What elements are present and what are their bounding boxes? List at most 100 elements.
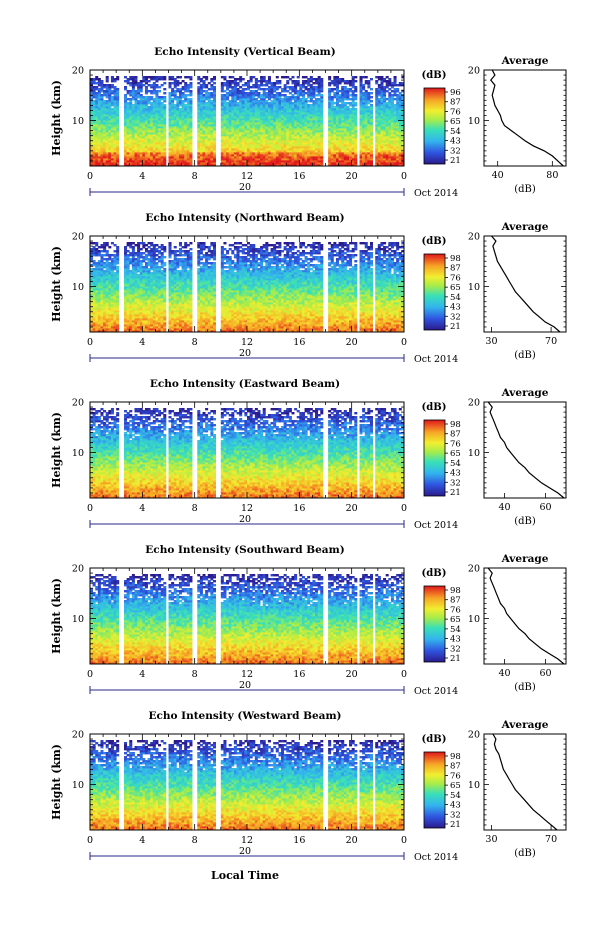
heatmap-cell	[203, 76, 206, 78]
heatmap-cell	[354, 80, 357, 82]
heatmap-cell	[163, 88, 166, 90]
heatmap-cell	[150, 90, 153, 92]
heatmap-cell	[221, 94, 224, 96]
heatmap-cell	[388, 78, 391, 80]
heatmap-cell	[226, 102, 229, 104]
heatmap-cell	[108, 262, 111, 264]
heatmap-cell	[394, 104, 397, 106]
heatmap-cell	[333, 76, 336, 78]
heatmap-cell	[281, 94, 284, 96]
heatmap-cell	[187, 76, 190, 78]
heatmap-cell	[291, 80, 294, 82]
heatmap-cell	[129, 82, 132, 84]
heatmap-cell	[142, 84, 145, 86]
heatmap-cell	[161, 84, 164, 86]
x-tick-label: 12	[241, 171, 253, 182]
heatmap-cell	[328, 76, 331, 78]
heatmap-cell	[365, 76, 368, 78]
heatmap-cell	[286, 76, 289, 78]
heatmap-cell	[100, 250, 103, 252]
x-tick-label: 20	[346, 171, 358, 182]
heatmap-cell	[365, 80, 368, 82]
heatmap-cell	[95, 82, 98, 84]
heatmap-cell	[98, 260, 101, 262]
heatmap-cell	[210, 100, 213, 102]
heatmap-cell	[305, 92, 308, 94]
heatmap-cell	[252, 90, 255, 92]
heatmap-cell	[312, 82, 315, 84]
heatmap-cell	[310, 84, 313, 86]
heatmap-cell	[95, 92, 98, 94]
panel-title: Echo Intensity (Vertical Beam)	[154, 46, 335, 58]
heatmap-cell	[229, 80, 232, 82]
heatmap-cell	[108, 246, 111, 248]
heatmap-cell	[375, 88, 378, 90]
colorbar	[424, 88, 445, 164]
heatmap-cell	[231, 80, 234, 82]
heatmap-cell	[386, 76, 389, 78]
heatmap-cell	[140, 80, 143, 82]
x-tick-label: 0	[401, 171, 407, 182]
heatmap-cell	[205, 90, 208, 92]
heatmap-cell	[349, 108, 352, 110]
heatmap-cell	[268, 76, 271, 78]
heatmap-cell	[127, 90, 130, 92]
heatmap-cell	[386, 102, 389, 104]
heatmap-cell	[346, 106, 349, 108]
heatmap-cell	[289, 86, 292, 88]
heatmap-cell	[278, 92, 281, 94]
heatmap-cell	[289, 96, 292, 98]
heatmap-cell	[116, 76, 119, 78]
heatmap-cell	[106, 76, 109, 78]
heatmap-cell	[297, 76, 300, 78]
x-tick-label: 4	[139, 171, 145, 182]
heatmap-cell	[305, 98, 308, 100]
heatmap-cell	[95, 262, 98, 264]
heatmap-cell	[231, 76, 234, 78]
heatmap-cell	[111, 108, 114, 110]
heatmap-cell	[171, 82, 174, 84]
average-x-label: (dB)	[514, 184, 536, 195]
heatmap-cell	[281, 98, 284, 100]
heatmap-cell	[95, 242, 98, 244]
x-tick-label: 8	[192, 171, 198, 182]
colorbar-tick-label: 43	[450, 137, 461, 147]
heatmap-cell	[370, 78, 373, 80]
heatmap-cell	[244, 92, 247, 94]
heatmap-cell	[257, 80, 260, 82]
heatmap-cell	[307, 78, 310, 80]
heatmap-cell	[221, 82, 224, 84]
heatmap-cell	[354, 102, 357, 104]
heatmap-cell	[93, 86, 96, 88]
heatmap-cell	[148, 96, 151, 98]
average-frame	[484, 70, 566, 166]
heatmap-cell	[111, 96, 114, 98]
panel-2: Echo Intensity (Northward Beam)2010Heigh…	[50, 212, 566, 365]
heatmap-cell	[182, 86, 185, 88]
heatmap-cell	[161, 96, 164, 98]
heatmap-cell	[386, 98, 389, 100]
heatmap-cell	[111, 84, 114, 86]
heatmap-cell	[331, 80, 334, 82]
heatmap-cell	[297, 80, 300, 82]
x-tick-label: 0	[87, 171, 93, 182]
heatmap-cell	[129, 76, 132, 78]
heatmap-cell	[103, 242, 106, 244]
heatmap-cell	[286, 90, 289, 92]
heatmap-cell	[100, 254, 103, 256]
heatmap-cell	[163, 92, 166, 94]
heatmap-cell	[315, 86, 318, 88]
heatmap-cell	[213, 86, 216, 88]
heatmap-cell	[179, 108, 182, 110]
heatmap-cell	[339, 94, 342, 96]
heatmap-cell	[257, 92, 260, 94]
heatmap-cell	[320, 94, 323, 96]
heatmap-cell	[98, 246, 101, 248]
heatmap-cell	[289, 92, 292, 94]
heatmap-cell	[153, 98, 156, 100]
heatmap-cell	[103, 100, 106, 102]
heatmap-cell	[299, 84, 302, 86]
heatmap-cell	[203, 90, 206, 92]
heatmap-cell	[320, 78, 323, 80]
